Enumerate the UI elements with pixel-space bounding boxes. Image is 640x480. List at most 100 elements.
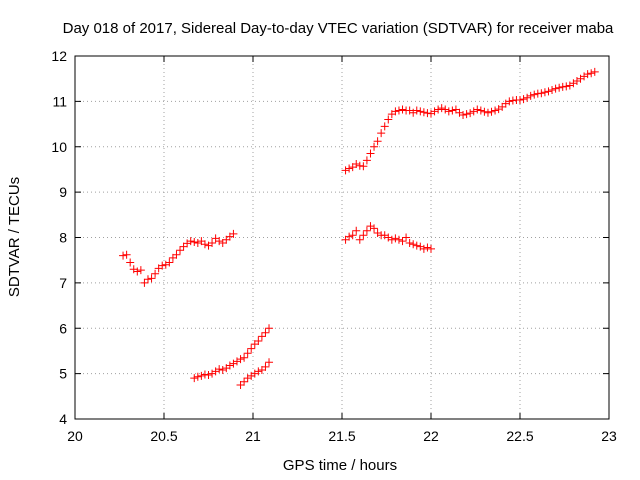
data-point	[261, 328, 270, 337]
data-point	[430, 107, 439, 116]
data-point	[257, 332, 266, 341]
data-point	[265, 324, 274, 333]
data-point	[265, 358, 274, 367]
data-point	[537, 89, 546, 98]
data-point	[505, 97, 514, 106]
data-point	[218, 238, 227, 247]
data-point	[412, 106, 421, 115]
data-point	[232, 357, 241, 366]
data-point	[229, 359, 238, 368]
data-point	[419, 108, 428, 117]
data-point	[587, 69, 596, 78]
data-point	[380, 122, 389, 131]
data-point	[419, 244, 428, 253]
data-point	[176, 246, 185, 255]
data-point	[165, 258, 174, 267]
data-point	[158, 261, 167, 270]
data-point	[409, 108, 418, 117]
data-point	[409, 240, 418, 249]
data-point	[352, 226, 361, 235]
data-point	[480, 107, 489, 116]
data-point	[243, 349, 252, 358]
y-tick-label: 12	[51, 48, 67, 64]
data-point	[362, 226, 371, 235]
data-point	[208, 369, 217, 378]
x-tick-label: 23	[601, 428, 617, 444]
data-point	[544, 87, 553, 96]
data-point	[359, 162, 368, 171]
data-point	[197, 237, 206, 246]
data-point	[576, 74, 585, 83]
data-point	[434, 105, 443, 114]
data-point	[119, 251, 128, 260]
data-point	[530, 90, 539, 99]
data-point	[359, 231, 368, 240]
data-point	[143, 275, 152, 284]
data-point	[161, 260, 170, 269]
data-point	[190, 374, 199, 383]
x-tick-label: 20	[67, 428, 83, 444]
y-tick-label: 8	[59, 230, 67, 246]
data-point	[133, 267, 142, 276]
y-tick-label: 6	[59, 320, 67, 336]
data-point	[398, 105, 407, 114]
data-point	[491, 106, 500, 115]
data-point	[200, 240, 209, 249]
data-point	[186, 237, 195, 246]
data-point	[384, 115, 393, 124]
data-point	[427, 244, 435, 253]
data-point	[222, 235, 231, 244]
data-point	[243, 374, 252, 383]
data-point	[147, 274, 156, 283]
data-point	[370, 224, 379, 233]
data-point	[257, 365, 266, 374]
data-point	[373, 137, 382, 146]
data-point	[540, 88, 549, 97]
data-point	[151, 269, 160, 278]
data-points	[119, 67, 599, 389]
data-point	[548, 86, 557, 95]
data-point	[437, 104, 446, 113]
data-point	[427, 109, 435, 118]
data-point	[423, 243, 432, 252]
data-point	[348, 231, 357, 240]
data-point	[516, 96, 524, 105]
axis-ticks: 20 20.5 21 21.5 22 22.5 23 4 5 6 7 8 9 10 11 12	[51, 48, 617, 444]
data-point	[402, 233, 411, 242]
data-point	[483, 108, 492, 117]
x-tick-label: 21	[245, 428, 261, 444]
data-point	[225, 361, 234, 370]
x-tick-label: 22	[423, 428, 439, 444]
data-point	[555, 83, 564, 92]
data-point	[250, 340, 259, 349]
data-point	[441, 105, 450, 114]
data-point	[345, 164, 354, 173]
data-point	[394, 235, 403, 244]
data-point	[190, 238, 199, 247]
data-point	[373, 228, 382, 237]
data-point	[391, 107, 400, 116]
data-point	[140, 278, 149, 287]
data-point	[345, 232, 354, 241]
data-point	[405, 106, 414, 115]
y-tick-label: 9	[59, 184, 67, 200]
data-point	[254, 367, 263, 376]
data-point	[341, 166, 350, 175]
data-point	[122, 250, 131, 259]
data-point	[580, 72, 589, 81]
data-point	[384, 233, 393, 242]
data-point	[247, 371, 256, 380]
data-point	[218, 365, 227, 374]
data-point	[215, 237, 224, 246]
data-point	[565, 81, 574, 90]
data-point	[412, 241, 421, 250]
data-point	[215, 365, 224, 374]
data-point	[448, 106, 457, 115]
data-point	[126, 258, 135, 267]
data-point	[494, 105, 503, 114]
data-point	[362, 156, 371, 165]
data-point	[129, 265, 138, 274]
data-point	[394, 106, 403, 115]
data-point	[572, 76, 581, 85]
x-tick-label: 20.5	[150, 428, 177, 444]
